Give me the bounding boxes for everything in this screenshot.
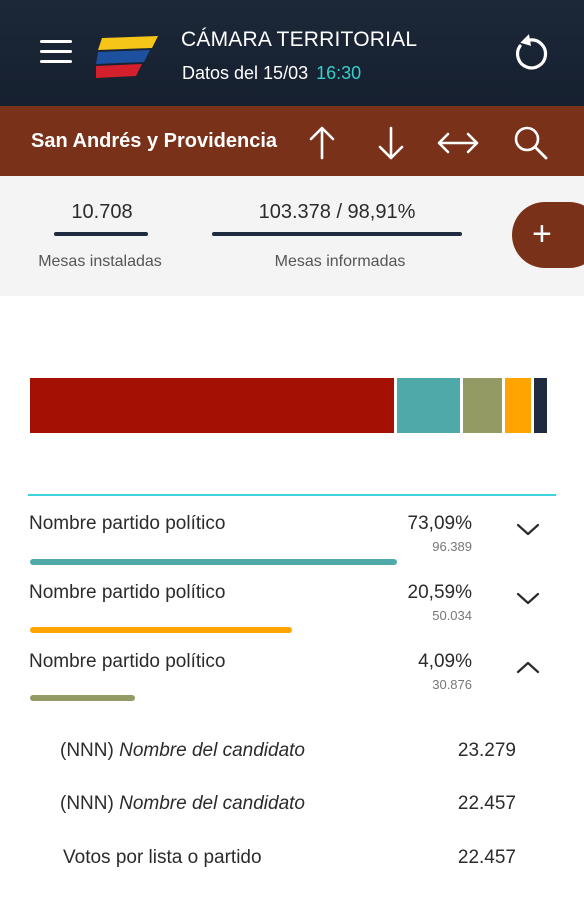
data-time: 16:30 <box>316 63 362 83</box>
party-votes: 30.876 <box>432 677 472 692</box>
party-percentage: 73,09% <box>407 513 472 534</box>
candidate-name: (NNN) Nombre del candidato <box>60 793 305 815</box>
mesas-informadas-label: Mesas informadas <box>274 253 406 270</box>
chevron-up-icon[interactable] <box>515 657 541 677</box>
party-row[interactable]: Nombre partido político 73,09% 96.389 <box>0 513 584 577</box>
party-row-expanded[interactable]: Nombre partido político 4,09% 30.876 <box>0 651 584 715</box>
mesas-informadas-underline <box>212 232 462 236</box>
region-toolbar: San Andrés y Providencia <box>0 106 584 176</box>
candidate-name: (NNN) Nombre del candidato <box>60 740 305 762</box>
party-percentage: 4,09% <box>418 651 472 672</box>
party-votes: 96.389 <box>432 539 472 554</box>
chevron-down-icon[interactable] <box>515 588 541 608</box>
plus-icon: + <box>532 215 552 253</box>
candidate-code: (NNN) <box>60 740 114 761</box>
mesas-informadas-value: 103.378 / 98,91% <box>258 201 416 223</box>
party-name: Nombre partido político <box>29 651 226 672</box>
candidate-row: (NNN) Nombre del candidato 22.457 <box>0 793 584 823</box>
party-share-bar <box>30 695 135 701</box>
app-logo <box>96 36 158 78</box>
search-icon[interactable] <box>512 124 550 162</box>
candidate-votes: 22.457 <box>457 793 516 814</box>
stacked-bar-segment <box>463 378 502 433</box>
app-title: CÁMARA TERRITORIAL <box>181 28 418 51</box>
results-stacked-bar <box>30 378 554 433</box>
list-votes-label: Votos por lista o partido <box>63 847 262 868</box>
stacked-bar-segment <box>30 378 394 433</box>
hamburger-menu-icon[interactable] <box>38 40 74 68</box>
region-name[interactable]: San Andrés y Providencia <box>31 130 278 152</box>
results-divider <box>28 494 556 496</box>
stats-panel: 10.708 Mesas instaladas 103.378 / 98,91%… <box>0 176 584 296</box>
app-header: CÁMARA TERRITORIAL Datos del 15/03 16:30 <box>0 0 584 106</box>
candidate-row: (NNN) Nombre del candidato 23.279 <box>0 740 584 770</box>
add-button[interactable]: + <box>512 202 584 268</box>
party-row[interactable]: Nombre partido político 20,59% 50.034 <box>0 582 584 646</box>
mesas-instaladas-underline <box>54 232 148 236</box>
mesas-instaladas-value: 10.708 <box>71 201 133 223</box>
arrow-up-icon[interactable] <box>303 124 341 162</box>
refresh-icon[interactable] <box>508 32 552 76</box>
candidate-code: (NNN) <box>60 793 114 814</box>
list-votes-row: Votos por lista o partido 22.457 <box>0 847 584 877</box>
party-votes: 50.034 <box>432 608 472 623</box>
party-name: Nombre partido político <box>29 513 226 534</box>
chevron-down-icon[interactable] <box>515 519 541 539</box>
candidate-fullname: Nombre del candidato <box>119 740 305 761</box>
data-date-label: Datos del 15/03 <box>182 63 309 83</box>
arrows-horizontal-icon[interactable] <box>436 124 480 162</box>
party-name: Nombre partido político <box>29 582 226 603</box>
arrow-down-icon[interactable] <box>372 124 410 162</box>
party-share-bar <box>30 559 397 565</box>
stacked-bar-segment <box>505 378 531 433</box>
stacked-bar-segment <box>397 378 460 433</box>
candidate-votes: 23.279 <box>457 740 516 761</box>
mesas-instaladas-label: Mesas instaladas <box>38 253 162 270</box>
candidate-fullname: Nombre del candidato <box>119 793 305 814</box>
stacked-bar-segment <box>534 378 547 433</box>
party-share-bar <box>30 627 292 633</box>
party-percentage: 20,59% <box>407 582 472 603</box>
data-timestamp: Datos del 15/03 16:30 <box>182 63 361 84</box>
list-votes-value: 22.457 <box>457 847 516 868</box>
